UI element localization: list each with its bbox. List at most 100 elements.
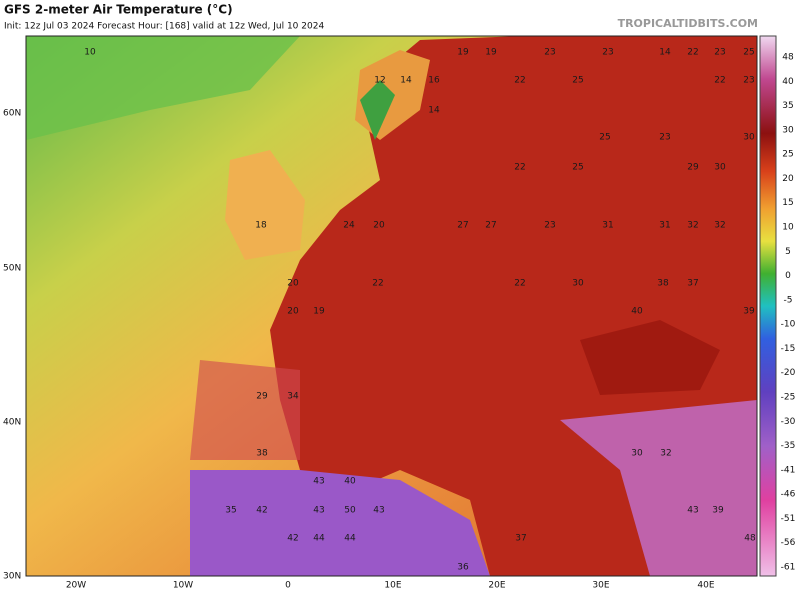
temperature-label: 23: [544, 221, 555, 231]
lat-label: 50N: [3, 264, 21, 274]
colorbar-tick-label: 30: [782, 125, 794, 135]
colorbar-tick-label: 35: [782, 101, 793, 111]
colorbar-tick-label: 20: [782, 174, 794, 184]
temperature-label: 20: [287, 279, 299, 289]
temperature-label: 36: [457, 563, 469, 573]
temperature-label: 10: [84, 48, 96, 58]
temperature-label: 25: [572, 76, 583, 86]
temperature-label: 50: [344, 506, 356, 516]
temperature-label: 24: [343, 221, 355, 231]
temperature-label: 14: [659, 48, 671, 58]
temperature-label: 19: [485, 48, 497, 58]
colorbar-tick-label: 25: [782, 150, 793, 160]
temperature-label: 20: [287, 307, 299, 317]
colorbar-tick-label: 15: [782, 198, 793, 208]
colorbar-tick-label: -30: [781, 417, 796, 427]
temperature-label: 29: [256, 392, 268, 402]
watermark: TROPICALTIDBITS.COM: [618, 17, 758, 30]
temperature-label: 23: [602, 48, 613, 58]
temperature-label: 32: [687, 221, 698, 231]
temperature-label: 14: [400, 76, 412, 86]
colorbar-tick-label: -35: [781, 441, 796, 451]
temperature-label: 20: [373, 221, 385, 231]
colorbar-tick-label: 10: [782, 223, 794, 233]
norway-cool: [360, 80, 395, 140]
temperature-label: 32: [660, 449, 671, 459]
temperature-label: 40: [631, 307, 643, 317]
temperature-label: 22: [714, 76, 725, 86]
temperature-label: 30: [714, 163, 726, 173]
title: GFS 2-meter Air Temperature (°C): [4, 3, 233, 17]
temperature-label: 29: [687, 163, 699, 173]
temperature-label: 37: [515, 534, 526, 544]
temperature-label: 30: [743, 133, 755, 143]
temperature-label: 31: [602, 221, 613, 231]
temperature-label: 43: [313, 477, 324, 487]
lon-label: 10W: [173, 581, 193, 591]
temperature-label: 44: [344, 534, 356, 544]
temperature-label: 43: [373, 506, 384, 516]
temperature-label: 23: [714, 48, 725, 58]
britain: [225, 150, 305, 260]
temperature-label: 30: [631, 449, 643, 459]
black-sea: [580, 320, 720, 395]
temperature-label: 19: [313, 307, 325, 317]
temperature-label: 48: [744, 534, 756, 544]
colorbar-tick-label: -56: [781, 538, 796, 548]
temperature-label: 31: [659, 221, 670, 231]
temperature-label: 38: [657, 279, 669, 289]
temperature-label: 23: [743, 76, 754, 86]
temperature-label: 12: [374, 76, 385, 86]
colorbar-tick-label: -51: [781, 514, 796, 524]
lat-label: 30N: [3, 572, 21, 582]
colorbar-tick-label: -5: [784, 295, 793, 305]
temperature-label: 44: [313, 534, 325, 544]
africa-hot: [190, 470, 490, 576]
lon-label: 0: [285, 581, 291, 591]
lon-label: 30E: [592, 581, 609, 591]
temperature-label: 38: [256, 449, 268, 459]
iberia: [190, 360, 300, 460]
lon-label: 40E: [697, 581, 714, 591]
temperature-label: 39: [712, 506, 724, 516]
lat-label: 40N: [3, 418, 21, 428]
colorbar-tick-label: 40: [782, 77, 794, 87]
colorbar-tick-label: -20: [781, 368, 796, 378]
temperature-label: 25: [572, 163, 583, 173]
temperature-label: 25: [599, 133, 610, 143]
temperature-label: 22: [514, 163, 525, 173]
temperature-label: 43: [313, 506, 324, 516]
colorbar: [759, 35, 777, 577]
lat-label: 60N: [3, 109, 21, 119]
temperature-label: 23: [544, 48, 555, 58]
temperature-label: 14: [428, 106, 440, 116]
temperature-label: 27: [457, 221, 468, 231]
map-frame: [25, 35, 758, 577]
temperature-label: 22: [372, 279, 383, 289]
colorbar-tick-label: -15: [781, 344, 796, 354]
temperature-label: 18: [255, 221, 267, 231]
temperature-label: 40: [344, 477, 356, 487]
temperature-label: 42: [256, 506, 267, 516]
temperature-label: 34: [287, 392, 299, 402]
cool-area: [26, 36, 300, 140]
colorbar-tick-label: -41: [781, 465, 796, 475]
temperature-label: 35: [225, 506, 236, 516]
lon-label: 10E: [384, 581, 401, 591]
temperature-label: 19: [457, 48, 469, 58]
temperature-label: 27: [485, 221, 496, 231]
init-line: Init: 12z Jul 03 2024 Forecast Hour: [16…: [4, 22, 324, 32]
map-area: [25, 35, 758, 577]
colorbar-tick-label: 5: [785, 247, 791, 257]
temperature-label: 16: [428, 76, 440, 86]
middle-east: [560, 400, 757, 576]
colorbar-tick-label: 48: [782, 53, 794, 63]
temperature-label: 32: [714, 221, 725, 231]
temperature-label: 39: [743, 307, 755, 317]
temperature-label: 22: [514, 279, 525, 289]
lon-label: 20E: [488, 581, 505, 591]
colorbar-tick-label: -46: [781, 490, 796, 500]
temperature-label: 37: [687, 279, 698, 289]
